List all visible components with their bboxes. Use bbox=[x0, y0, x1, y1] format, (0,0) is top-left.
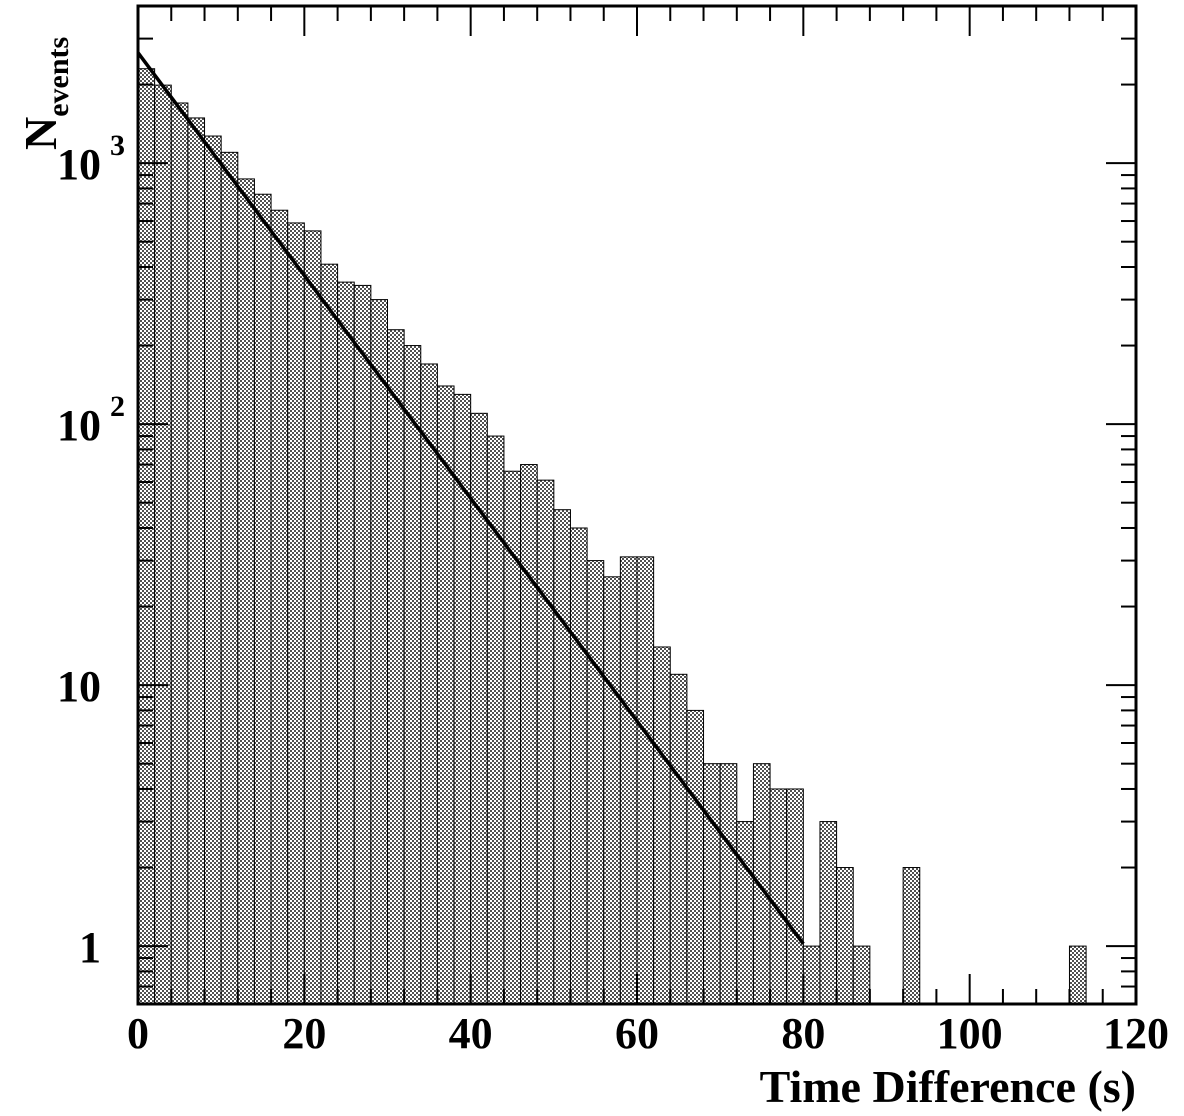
x-tick-label: 80 bbox=[781, 1009, 825, 1058]
x-axis-title: Time Difference (s) bbox=[760, 1061, 1136, 1112]
histogram-bar bbox=[520, 464, 538, 1004]
histogram-bar bbox=[819, 821, 838, 1004]
histogram-bar bbox=[353, 284, 372, 1004]
histogram-bar bbox=[303, 230, 322, 1004]
fit-line bbox=[138, 51, 805, 945]
x-tick-label: 20 bbox=[282, 1009, 326, 1058]
histogram-bar bbox=[553, 509, 571, 1004]
histogram-bar bbox=[187, 117, 206, 1004]
svg-text:Nevents: Nevents bbox=[15, 37, 75, 150]
histogram-bar bbox=[138, 68, 156, 1004]
histogram-bar bbox=[752, 763, 771, 1004]
histogram-bar bbox=[337, 281, 355, 1004]
x-tick-label: 0 bbox=[127, 1009, 149, 1058]
y-axis-tick-labels: 1 10 10 2 10 3 bbox=[57, 129, 125, 972]
histogram-bar bbox=[719, 763, 738, 1004]
histogram-bar bbox=[902, 867, 921, 1004]
histogram-bar bbox=[387, 329, 405, 1004]
y-tick-label: 10 bbox=[57, 662, 101, 711]
histogram-bar bbox=[669, 673, 688, 1004]
histogram-bars bbox=[138, 68, 1087, 1004]
histogram-bar bbox=[786, 788, 804, 1004]
y-tick-label: 10 2 bbox=[57, 390, 125, 450]
histogram-bar bbox=[170, 102, 189, 1004]
y-tick-base: 10 bbox=[57, 140, 101, 189]
histogram-bar bbox=[769, 788, 788, 1004]
histogram-bar bbox=[802, 945, 821, 1004]
y-tick-label: 10 3 bbox=[57, 129, 125, 189]
histogram-bar bbox=[204, 135, 222, 1004]
y-axis-title-main: N bbox=[15, 117, 66, 150]
x-axis-ticks bbox=[137, 6, 1137, 1004]
histogram-bar bbox=[619, 556, 638, 1004]
exponential-fit bbox=[138, 51, 805, 945]
y-tick-base: 10 bbox=[57, 662, 101, 711]
x-tick-label: 100 bbox=[937, 1009, 1003, 1058]
histogram-bar bbox=[237, 178, 255, 1004]
histogram-bar bbox=[420, 363, 438, 1004]
histogram-bar bbox=[852, 945, 871, 1004]
histogram-bar bbox=[686, 709, 705, 1004]
y-tick-label: 1 bbox=[79, 923, 101, 972]
y-axis-title-sub: events bbox=[42, 37, 75, 117]
y-tick-base: 10 bbox=[57, 401, 101, 450]
y-tick-exponent: 3 bbox=[110, 129, 125, 162]
y-tick-base: 1 bbox=[79, 923, 101, 972]
histogram-bar bbox=[320, 263, 339, 1004]
histogram-bar bbox=[220, 151, 239, 1004]
y-axis-title: Nevents bbox=[15, 37, 75, 150]
x-tick-label: 120 bbox=[1103, 1009, 1169, 1058]
histogram-bar bbox=[403, 345, 422, 1004]
histogram-bar bbox=[653, 646, 671, 1004]
histogram-bar bbox=[253, 193, 272, 1004]
histogram-bar bbox=[436, 385, 455, 1004]
histogram-bar bbox=[636, 556, 655, 1004]
y-tick-exponent: 2 bbox=[110, 390, 125, 423]
histogram-bar bbox=[569, 527, 588, 1004]
x-tick-label: 40 bbox=[449, 1009, 493, 1058]
histogram-bar bbox=[836, 867, 854, 1004]
histogram-bar bbox=[287, 222, 305, 1004]
histogram-bar bbox=[1068, 945, 1087, 1004]
histogram-bar bbox=[736, 821, 754, 1004]
histogram-bar bbox=[270, 209, 289, 1004]
histogram-bar bbox=[370, 299, 389, 1004]
histogram-bar bbox=[603, 576, 621, 1004]
histogram-bar bbox=[536, 479, 555, 1004]
histogram-bar bbox=[154, 84, 172, 1004]
x-tick-label: 60 bbox=[615, 1009, 659, 1058]
histogram-bar bbox=[586, 560, 605, 1004]
x-axis-tick-labels: 0 20 40 60 80 100 120 bbox=[127, 1009, 1169, 1058]
y-axis-ticks bbox=[138, 5, 1136, 1005]
histogram-bar bbox=[703, 763, 721, 1004]
